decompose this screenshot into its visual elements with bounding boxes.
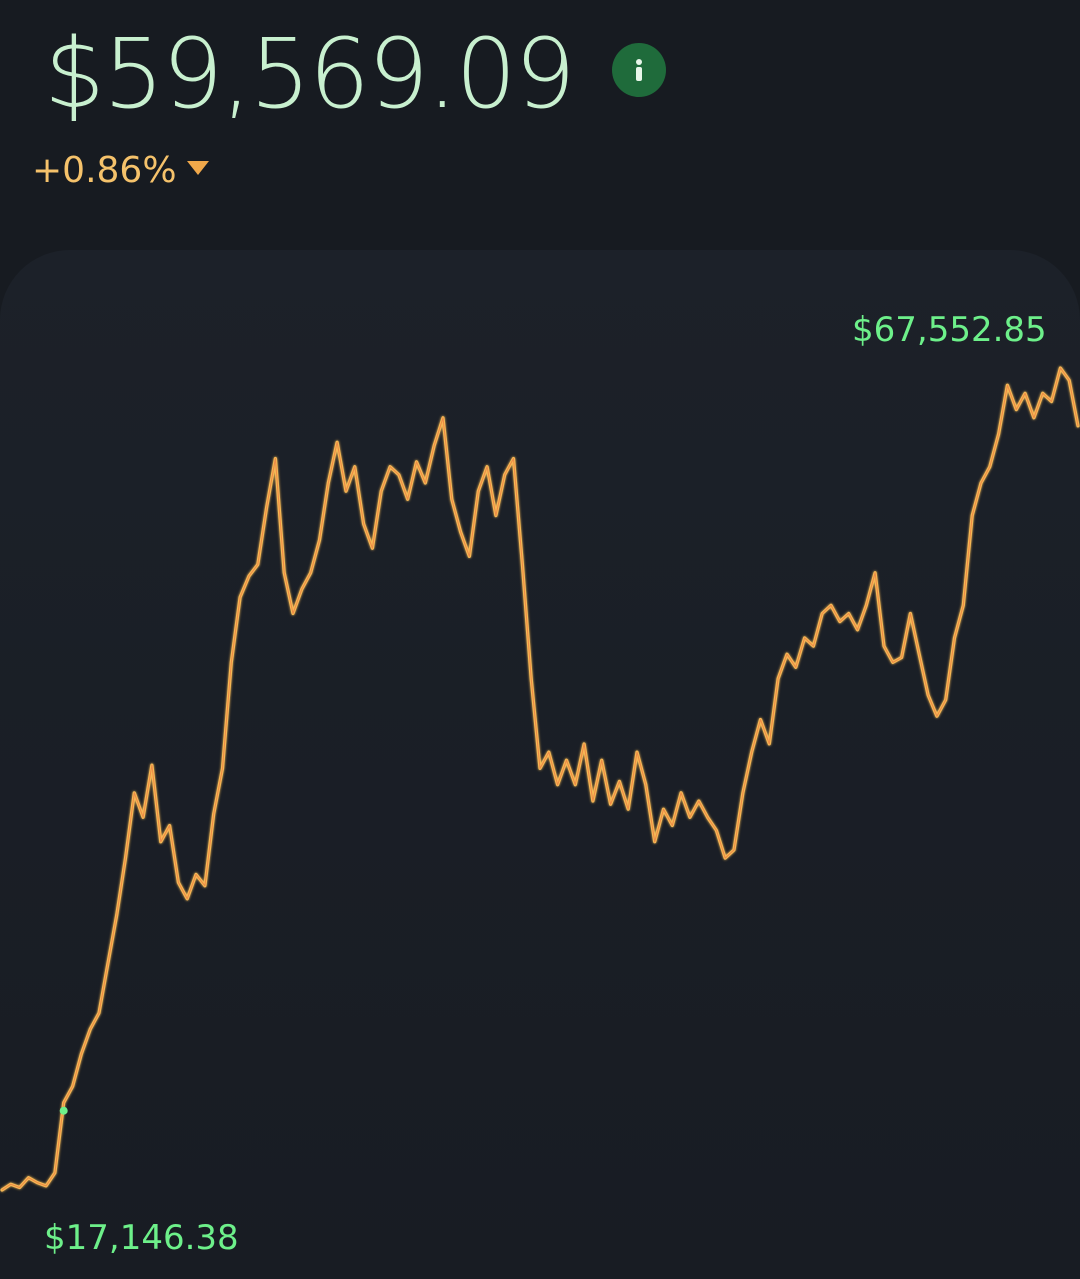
- chart-high-label: $67,552.85: [852, 310, 1047, 350]
- info-icon-glyph: [635, 58, 642, 81]
- start-point-marker: [59, 1106, 68, 1115]
- current-price: $59,569.09: [44, 18, 576, 130]
- price-line-core: [1, 367, 1079, 1191]
- info-icon[interactable]: [611, 42, 666, 97]
- triangle-down-icon: [186, 160, 209, 175]
- chart-low-label: $17,146.38: [44, 1218, 239, 1258]
- change-percent: +0.86%: [32, 150, 177, 191]
- price-header: $59,569.09: [44, 18, 666, 130]
- price-line: [0, 366, 1080, 1192]
- price-change: +0.86%: [32, 150, 209, 191]
